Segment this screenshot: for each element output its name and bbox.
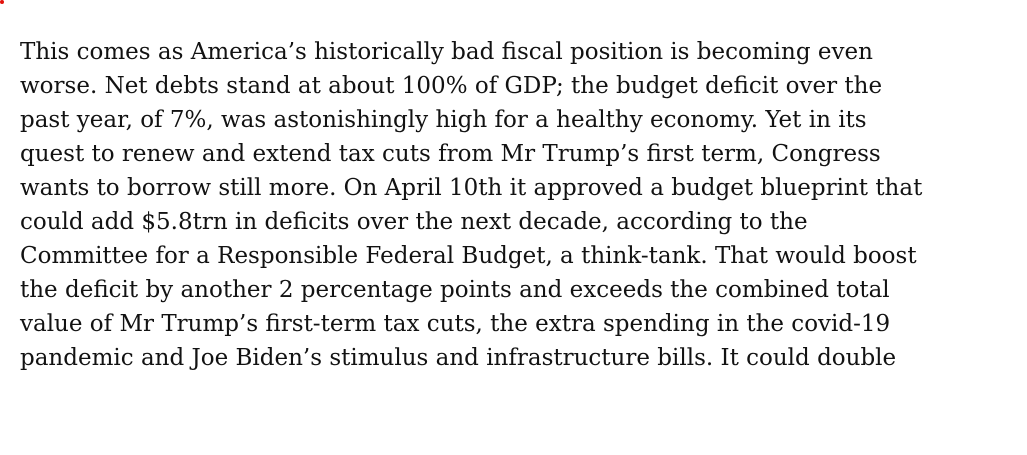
paragraph-line: pandemic and Joe Biden’s stimulus and in…	[20, 345, 897, 371]
paragraph-line: worse. Net debts stand at about 100% of …	[20, 73, 883, 99]
article-paragraph: This comes as America’s historically bad…	[20, 35, 1010, 375]
paragraph-line: wants to borrow still more. On April 10t…	[20, 175, 923, 201]
paragraph-line: This comes as America’s historically bad…	[20, 39, 873, 65]
paragraph-line: past year, of 7%, was astonishingly high…	[20, 107, 867, 133]
paragraph-line: Committee for a Responsible Federal Budg…	[20, 243, 917, 269]
accent-dot	[0, 0, 4, 4]
paragraph-line: the deficit by another 2 percentage poin…	[20, 277, 890, 303]
paragraph-line: value of Mr Trump’s first-term tax cuts,…	[20, 311, 891, 337]
paragraph-line: quest to renew and extend tax cuts from …	[20, 141, 881, 167]
paragraph-line: could add $5.8trn in deficits over the n…	[20, 209, 808, 235]
